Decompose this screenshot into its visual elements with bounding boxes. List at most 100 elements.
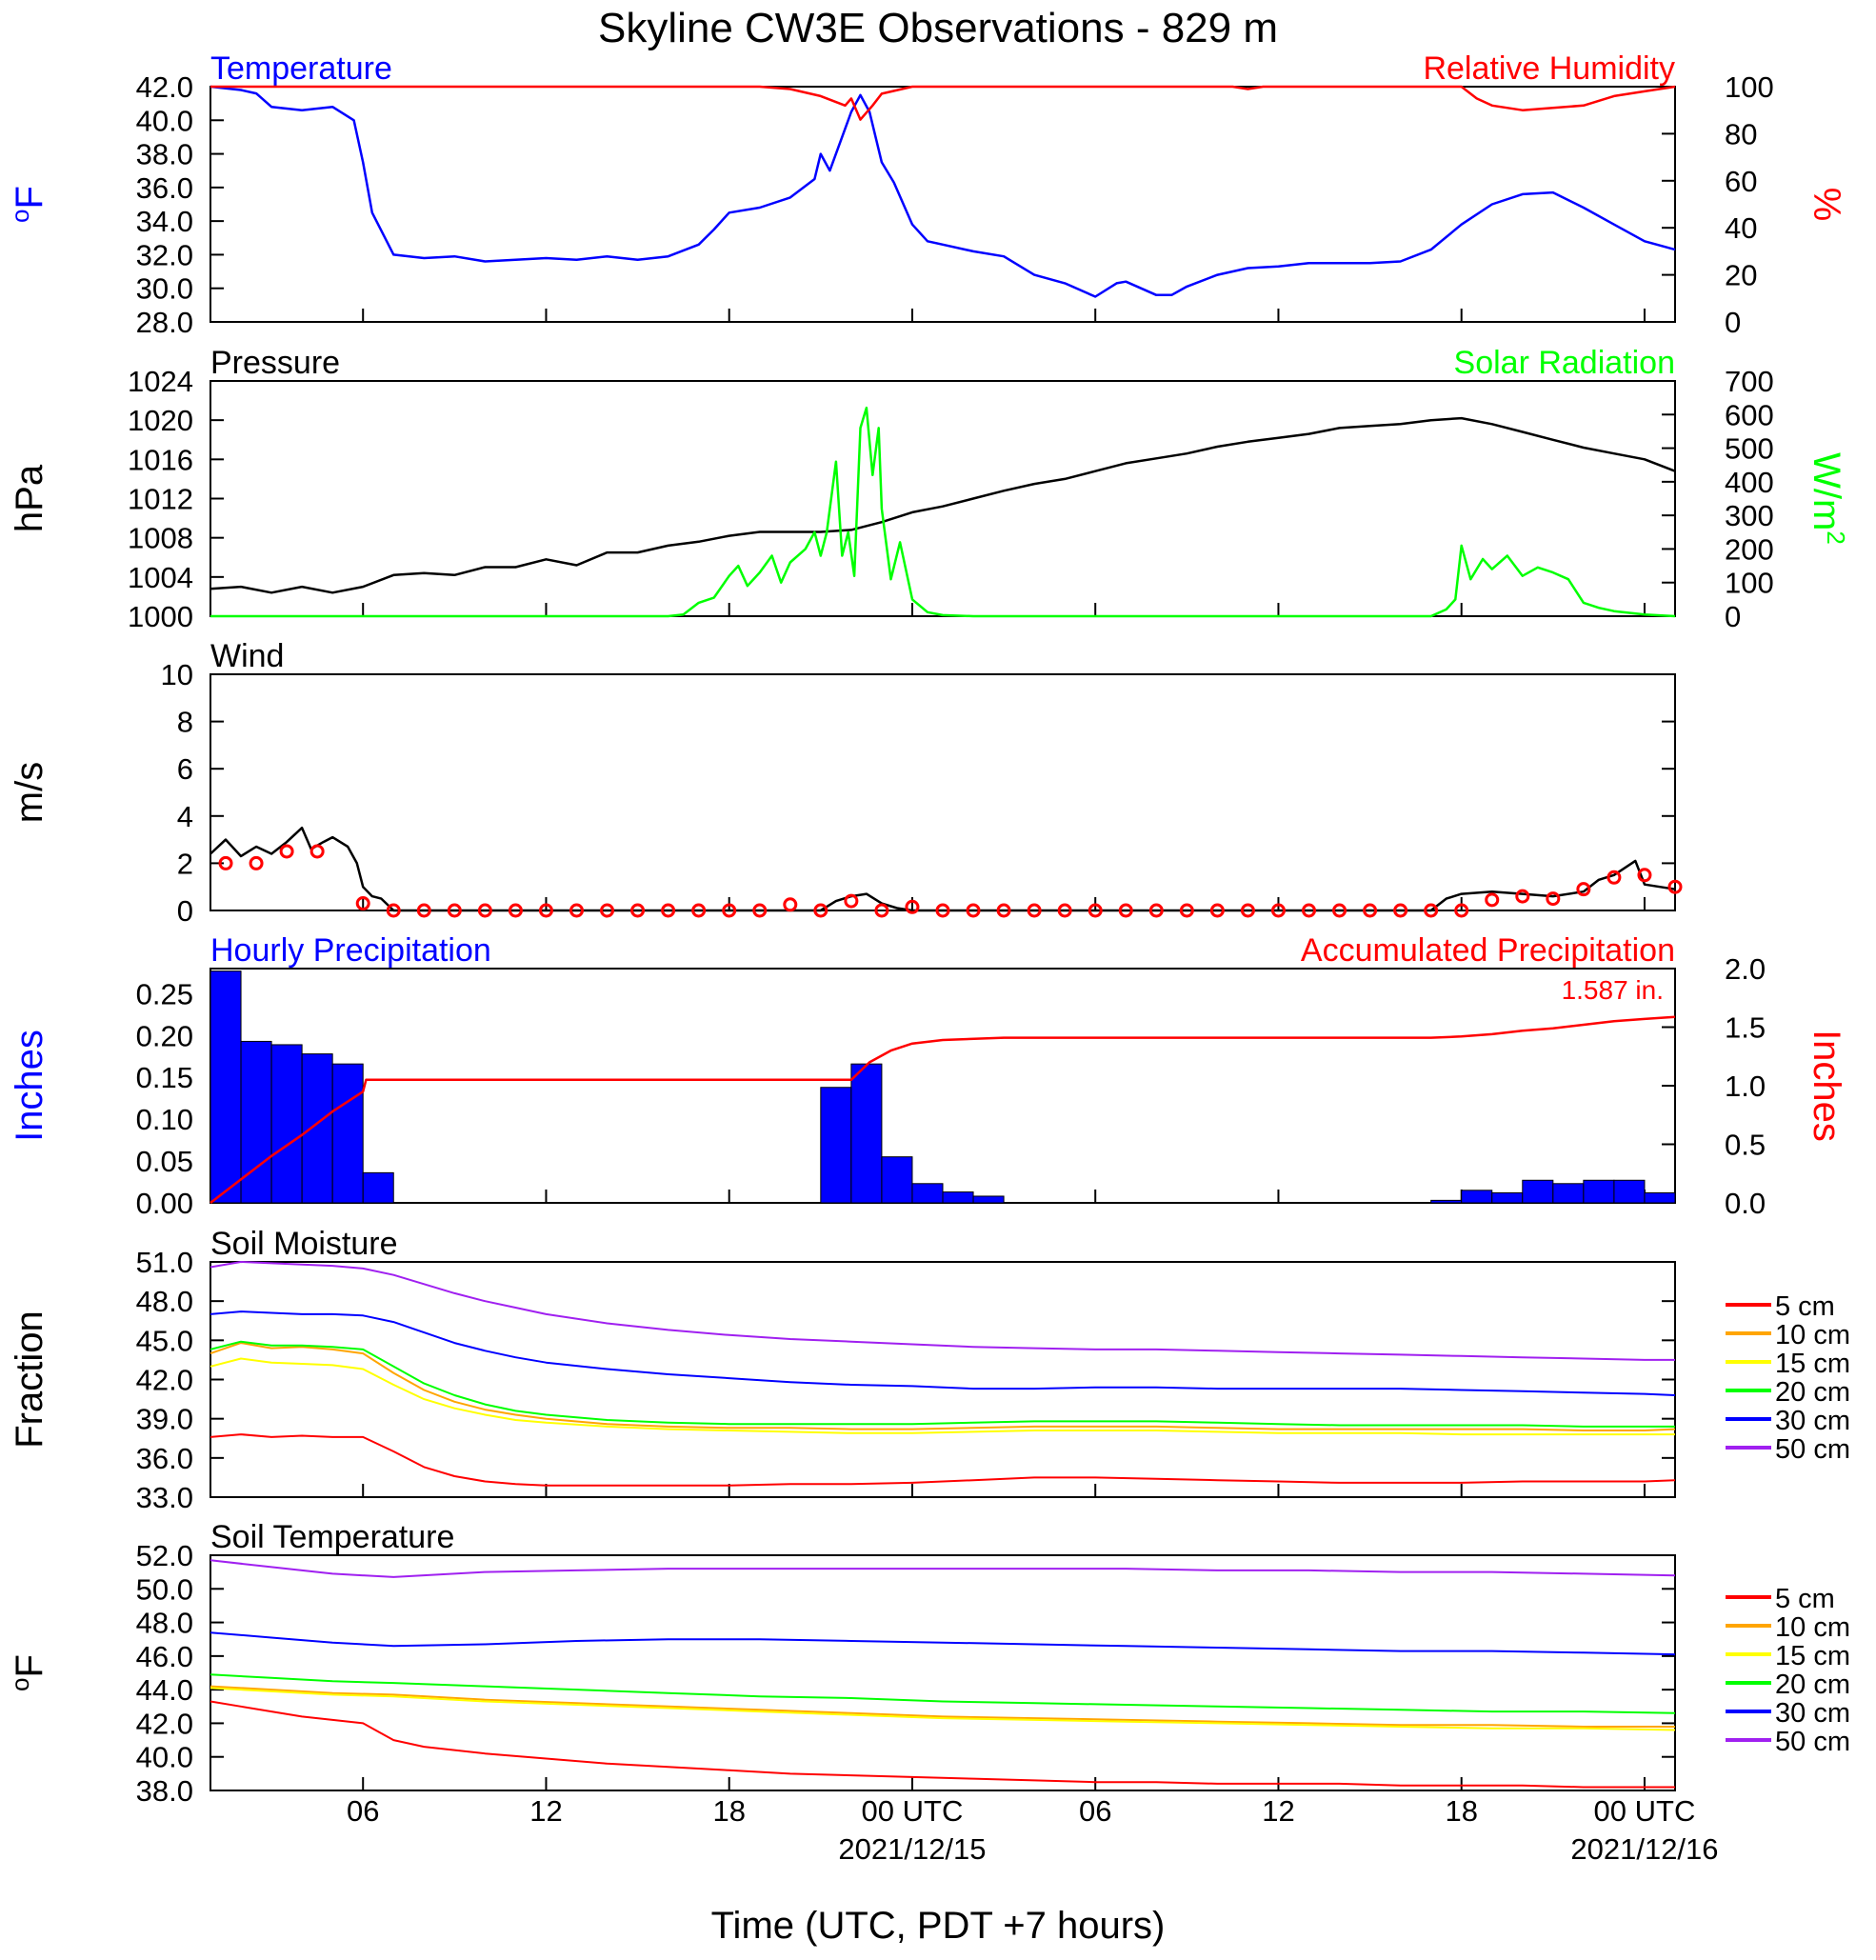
right-tick-label: 1.5 — [1725, 1011, 1766, 1045]
panel-right-title: Accumulated Precipitation — [1301, 932, 1675, 969]
panel-1: Pressure Solar Radiation 1000 1004 1008 1012 1… — [9, 345, 1850, 633]
wind-barb-marker — [447, 903, 462, 918]
legend-label: 50 cm — [1775, 1727, 1850, 1757]
left-tick-label: 38.0 — [136, 1774, 193, 1808]
left-tick-label: 10 — [161, 658, 193, 691]
left-tick-label: 4 — [177, 800, 193, 833]
right-tick-label: 40 — [1725, 211, 1757, 245]
x-date-label: 2021/12/15 — [838, 1832, 986, 1866]
series-line-accumulated-precipitation — [210, 1015, 1676, 1204]
precip-bar — [1644, 1191, 1676, 1204]
left-tick-label: 51.0 — [136, 1246, 193, 1279]
legend-label: 15 cm — [1775, 1641, 1850, 1671]
wind-barb-marker — [1393, 903, 1408, 918]
wind-barb-marker — [752, 903, 768, 918]
right-tick-label: 200 — [1725, 532, 1774, 566]
right-tick-label: 0 — [1725, 600, 1741, 633]
wind-barb-marker — [477, 903, 492, 918]
wind-barb-marker — [874, 903, 889, 918]
right-unit-label: Inches — [1806, 1030, 1847, 1142]
x-tick-label: 06 — [347, 1794, 379, 1828]
left-tick-label: 36.0 — [136, 1442, 193, 1475]
precip-bar — [911, 1183, 944, 1204]
precip-bar — [1430, 1199, 1463, 1204]
wind-barb-marker — [966, 903, 981, 918]
panel-right-title: Relative Humidity — [1423, 50, 1675, 87]
wind-barb-marker — [691, 903, 707, 918]
wind-barb-marker — [1179, 903, 1194, 918]
right-tick-label: 700 — [1725, 365, 1774, 398]
series-line-10-cm — [210, 1342, 1676, 1431]
left-tick-label: 44.0 — [136, 1673, 193, 1707]
series-line-30-cm — [210, 1631, 1676, 1656]
wind-barb-marker — [1454, 903, 1469, 918]
wind-barb-marker — [905, 899, 920, 914]
series-line-30-cm — [210, 1310, 1676, 1396]
precip-bar — [301, 1053, 333, 1204]
series-line-20-cm — [210, 1673, 1676, 1714]
wind-barb-marker — [996, 903, 1011, 918]
precip-bar — [270, 1044, 303, 1204]
left-tick-label: 0.20 — [136, 1019, 193, 1052]
panel-4: Soil Moisture 33.0 36.0 39.0 42.0 45.0 48.0 51.… — [9, 1226, 1850, 1514]
series-line-relative-humidity — [210, 85, 1676, 121]
right-tick-label: 500 — [1725, 432, 1774, 466]
left-tick-label: 36.0 — [136, 171, 193, 205]
left-tick-label: 45.0 — [136, 1324, 193, 1357]
right-tick-label: 0 — [1725, 306, 1741, 339]
wind-barb-marker — [722, 903, 737, 918]
wind-barb-marker — [1270, 903, 1286, 918]
right-tick-label: 300 — [1725, 499, 1774, 532]
x-tick-label: 18 — [712, 1794, 745, 1828]
wind-barb-marker — [569, 903, 584, 918]
left-tick-label: 1004 — [128, 561, 193, 594]
x-axis-label: Time (UTC, PDT +7 hours) — [711, 1905, 1166, 1947]
wind-barb-marker — [355, 896, 370, 911]
right-tick-label: 0.0 — [1725, 1187, 1766, 1220]
right-tick-label: 100 — [1725, 567, 1774, 600]
wind-barb-marker — [1088, 903, 1103, 918]
legend-label: 10 cm — [1775, 1320, 1850, 1350]
left-tick-label: 28.0 — [136, 306, 193, 339]
left-tick-label: 1020 — [128, 404, 193, 437]
right-unit-label: % — [1806, 188, 1847, 222]
precip-bar — [362, 1171, 394, 1204]
right-unit-label: W/m2 — [1806, 452, 1850, 545]
panel-0: Temperature Relative Humidity 28.030.032.0… — [6, 50, 1847, 339]
legend-label: 30 cm — [1775, 1406, 1850, 1436]
left-tick-label: 1008 — [128, 522, 193, 555]
left-tick-label: 2 — [177, 847, 193, 880]
right-tick-label: 80 — [1725, 117, 1757, 150]
left-tick-label: 1000 — [128, 600, 193, 633]
wind-barb-marker — [1057, 903, 1072, 918]
precip-bar — [1613, 1179, 1646, 1204]
wind-barb-marker — [630, 903, 646, 918]
legend-label: 20 cm — [1775, 1377, 1850, 1408]
panel-3: Hourly Precipitation Accumulated Precipit… — [9, 932, 1847, 1220]
series-line-wind — [210, 826, 1676, 912]
wind-barb-marker — [783, 897, 798, 912]
left-tick-label: 40.0 — [136, 1741, 193, 1774]
left-tick-label: 1012 — [128, 483, 193, 516]
left-tick-label: 38.0 — [136, 138, 193, 171]
precip-bar — [1583, 1179, 1615, 1204]
legend-label: 20 cm — [1775, 1670, 1850, 1700]
right-tick-label: 2.0 — [1725, 952, 1766, 986]
wind-barb-marker — [1424, 903, 1439, 918]
series-line-5-cm — [210, 1433, 1676, 1487]
left-tick-label: 0.10 — [136, 1103, 193, 1136]
precip-bar — [331, 1063, 364, 1204]
left-tick-label: 0.25 — [136, 977, 193, 1010]
legend-label: 5 cm — [1775, 1584, 1835, 1614]
left-tick-label: 1016 — [128, 443, 193, 476]
wind-barb-marker — [1209, 903, 1225, 918]
series-line-20-cm — [210, 1340, 1675, 1428]
precip-bar — [240, 1040, 272, 1204]
wind-barb-marker — [218, 855, 233, 870]
wind-barb-marker — [1027, 903, 1042, 918]
left-tick-label: 1024 — [128, 365, 193, 398]
precip-bar — [1552, 1183, 1585, 1204]
panel-left-title: Soil Moisture — [210, 1226, 398, 1262]
wind-barb-marker — [1485, 892, 1500, 908]
